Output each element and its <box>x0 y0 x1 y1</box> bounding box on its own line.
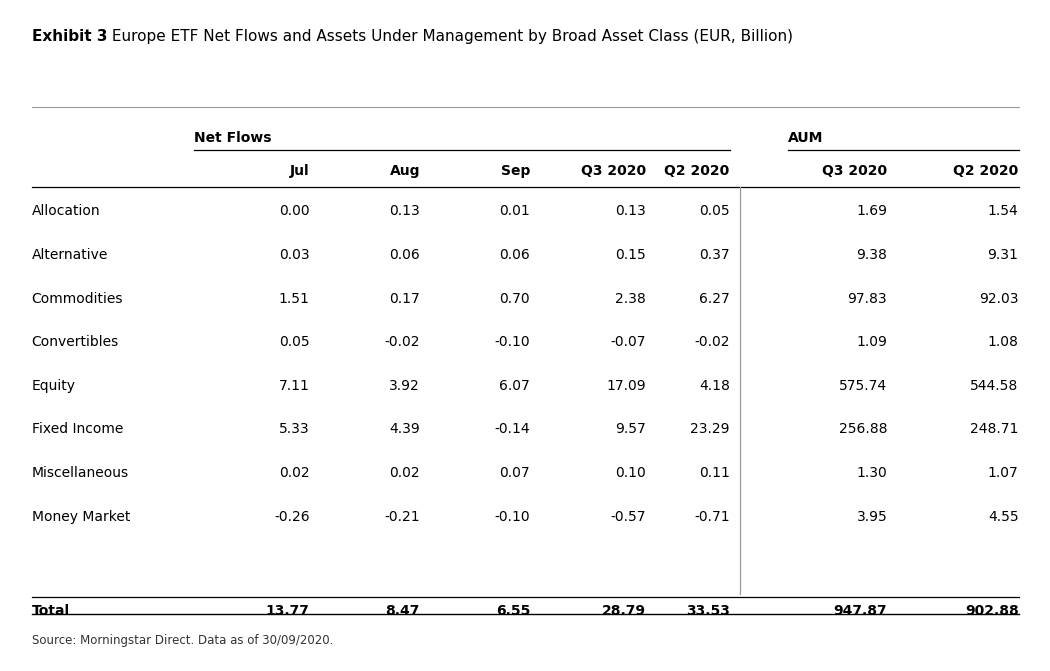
Text: Allocation: Allocation <box>32 205 100 218</box>
Text: Sep: Sep <box>501 164 530 178</box>
Text: 0.05: 0.05 <box>699 205 730 218</box>
Text: 3.92: 3.92 <box>390 379 420 393</box>
Text: 902.88: 902.88 <box>965 604 1018 617</box>
Text: 4.39: 4.39 <box>390 423 420 436</box>
Text: 0.05: 0.05 <box>279 336 310 349</box>
Text: 1.51: 1.51 <box>279 292 310 305</box>
Text: Q3 2020: Q3 2020 <box>581 164 646 178</box>
Text: -0.02: -0.02 <box>694 336 730 349</box>
Text: Net Flows: Net Flows <box>194 131 272 144</box>
Text: 0.02: 0.02 <box>279 466 310 480</box>
Text: Commodities: Commodities <box>32 292 123 305</box>
Text: Exhibit 3: Exhibit 3 <box>32 30 107 44</box>
Text: 6.55: 6.55 <box>496 604 530 617</box>
Text: 4.55: 4.55 <box>988 510 1018 523</box>
Text: 0.07: 0.07 <box>500 466 530 480</box>
Text: -0.21: -0.21 <box>384 510 420 523</box>
Text: 8.47: 8.47 <box>385 604 420 617</box>
Text: 2.38: 2.38 <box>615 292 646 305</box>
Text: 0.13: 0.13 <box>390 205 420 218</box>
Text: Miscellaneous: Miscellaneous <box>32 466 128 480</box>
Text: 7.11: 7.11 <box>279 379 310 393</box>
Text: 4.18: 4.18 <box>699 379 730 393</box>
Text: 17.09: 17.09 <box>606 379 646 393</box>
Text: 28.79: 28.79 <box>602 604 646 617</box>
Text: -0.14: -0.14 <box>495 423 530 436</box>
Text: 544.58: 544.58 <box>970 379 1018 393</box>
Text: Jul: Jul <box>290 164 310 178</box>
Text: Q3 2020: Q3 2020 <box>822 164 887 178</box>
Text: Source: Morningstar Direct. Data as of 30/09/2020.: Source: Morningstar Direct. Data as of 3… <box>32 634 333 648</box>
Text: 947.87: 947.87 <box>834 604 887 617</box>
Text: 0.06: 0.06 <box>500 248 530 262</box>
Text: 13.77: 13.77 <box>266 604 310 617</box>
Text: 9.38: 9.38 <box>857 248 887 262</box>
Text: 6.07: 6.07 <box>500 379 530 393</box>
Text: -0.71: -0.71 <box>694 510 730 523</box>
Text: 0.17: 0.17 <box>390 292 420 305</box>
Text: Europe ETF Net Flows and Assets Under Management by Broad Asset Class (EUR, Bill: Europe ETF Net Flows and Assets Under Ma… <box>107 30 793 44</box>
Text: 0.03: 0.03 <box>279 248 310 262</box>
Text: Q2 2020: Q2 2020 <box>953 164 1018 178</box>
Text: 97.83: 97.83 <box>847 292 887 305</box>
Text: 248.71: 248.71 <box>970 423 1018 436</box>
Text: -0.10: -0.10 <box>495 510 530 523</box>
Text: -0.10: -0.10 <box>495 336 530 349</box>
Text: 0.06: 0.06 <box>390 248 420 262</box>
Text: -0.57: -0.57 <box>610 510 646 523</box>
Text: Convertibles: Convertibles <box>32 336 119 349</box>
Text: Aug: Aug <box>390 164 420 178</box>
Text: 0.37: 0.37 <box>699 248 730 262</box>
Text: Q2 2020: Q2 2020 <box>665 164 730 178</box>
Text: 1.09: 1.09 <box>857 336 887 349</box>
Text: 9.31: 9.31 <box>988 248 1018 262</box>
Text: -0.26: -0.26 <box>274 510 310 523</box>
Text: -0.02: -0.02 <box>384 336 420 349</box>
Text: 6.27: 6.27 <box>699 292 730 305</box>
Text: 5.33: 5.33 <box>279 423 310 436</box>
Text: -0.07: -0.07 <box>610 336 646 349</box>
Text: 575.74: 575.74 <box>839 379 887 393</box>
Text: Total: Total <box>32 604 69 617</box>
Text: 23.29: 23.29 <box>690 423 730 436</box>
Text: 0.13: 0.13 <box>615 205 646 218</box>
Text: 33.53: 33.53 <box>686 604 730 617</box>
Text: 0.02: 0.02 <box>390 466 420 480</box>
Text: 1.30: 1.30 <box>857 466 887 480</box>
Text: Alternative: Alternative <box>32 248 108 262</box>
Text: 0.70: 0.70 <box>500 292 530 305</box>
Text: Fixed Income: Fixed Income <box>32 423 123 436</box>
Text: 0.15: 0.15 <box>615 248 646 262</box>
Text: 256.88: 256.88 <box>839 423 887 436</box>
Text: 1.08: 1.08 <box>988 336 1018 349</box>
Text: 9.57: 9.57 <box>615 423 646 436</box>
Text: 1.69: 1.69 <box>856 205 887 218</box>
Text: 0.11: 0.11 <box>699 466 730 480</box>
Text: 0.01: 0.01 <box>500 205 530 218</box>
Text: Money Market: Money Market <box>32 510 130 523</box>
Text: 92.03: 92.03 <box>979 292 1018 305</box>
Text: 0.00: 0.00 <box>279 205 310 218</box>
Text: 1.07: 1.07 <box>988 466 1018 480</box>
Text: 3.95: 3.95 <box>857 510 887 523</box>
Text: AUM: AUM <box>788 131 823 144</box>
Text: 0.10: 0.10 <box>615 466 646 480</box>
Text: 1.54: 1.54 <box>988 205 1018 218</box>
Text: Equity: Equity <box>32 379 76 393</box>
